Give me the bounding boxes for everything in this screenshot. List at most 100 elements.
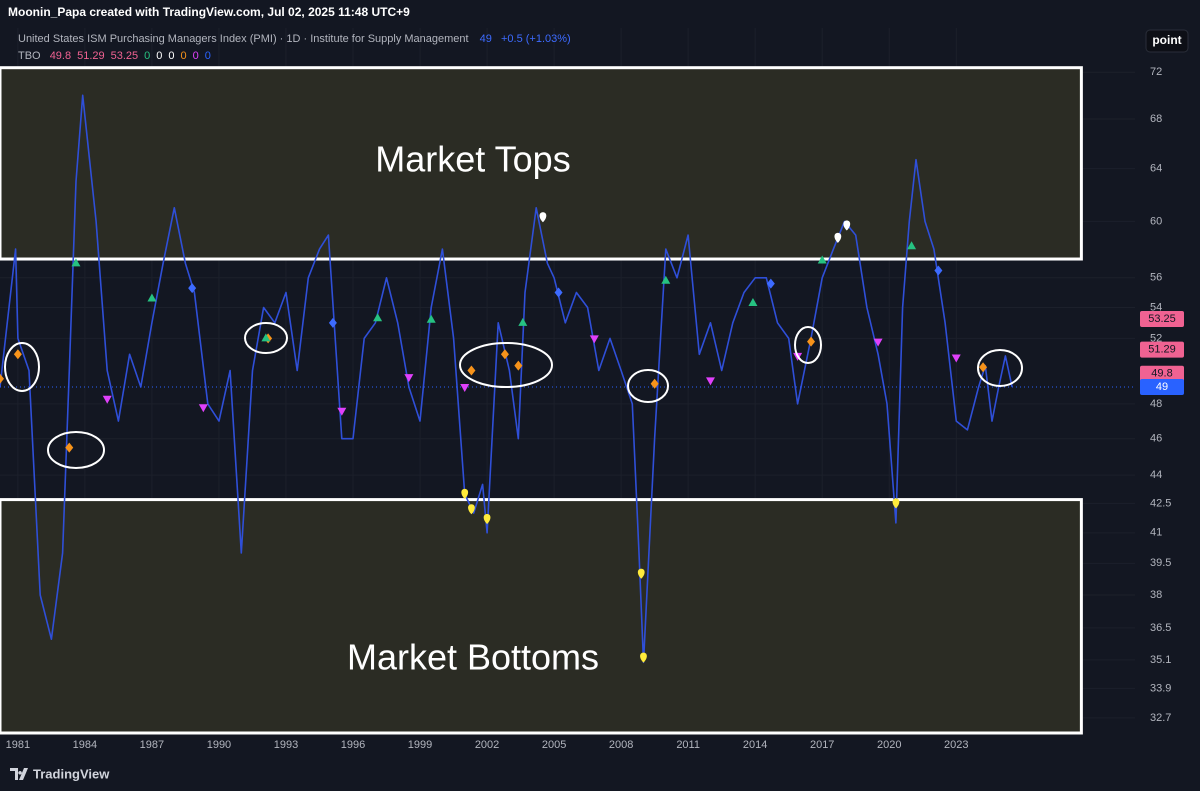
signal-marker	[979, 362, 988, 373]
circle	[4, 342, 40, 392]
y-tick-label: 36.5	[1150, 622, 1171, 634]
zone-label: Market Tops	[375, 139, 570, 180]
signal-marker	[198, 404, 208, 413]
y-tick-label: 42.5	[1150, 497, 1171, 509]
footer-logo: TradingView	[10, 766, 110, 781]
signal-marker	[500, 349, 509, 360]
indicator-value: 0	[156, 50, 162, 62]
indicator-value: 0	[144, 50, 150, 62]
signal-marker	[640, 652, 647, 663]
point-button[interactable]: point	[1145, 29, 1189, 53]
signal-marker	[843, 220, 851, 231]
signal-marker	[637, 568, 645, 579]
signal-marker	[514, 360, 523, 371]
y-tick-label: 41	[1150, 527, 1162, 539]
y-tick-label: 38	[1150, 589, 1162, 601]
indicator-value: 0	[193, 50, 199, 62]
legend-main: United States ISM Purchasing Managers In…	[18, 33, 571, 45]
logo-icon	[10, 768, 28, 780]
y-tick-label: 68	[1150, 113, 1162, 125]
last-value: 49	[480, 33, 492, 45]
x-tick-label: 2008	[609, 739, 633, 751]
x-tick-label: 1990	[207, 739, 231, 751]
price-label-bg	[1140, 379, 1184, 396]
signal-marker	[873, 338, 883, 347]
signal-marker	[102, 395, 112, 404]
signal-marker	[467, 365, 476, 376]
signal-marker	[589, 335, 599, 344]
signal-marker	[650, 378, 659, 389]
button-bg[interactable]	[1145, 29, 1189, 53]
signal-marker	[817, 255, 827, 264]
circle	[459, 342, 553, 388]
signal-marker	[468, 504, 475, 515]
y-tick-label: 48	[1150, 398, 1162, 410]
y-tick-label: 60	[1150, 215, 1162, 227]
hand-drawn-circles	[4, 322, 1023, 469]
signal-marker	[934, 265, 943, 276]
signal-marker	[705, 377, 715, 386]
price-label: 49	[1156, 381, 1168, 393]
y-tick-label: 72	[1150, 66, 1162, 78]
signal-marker	[518, 317, 528, 326]
signal-marker	[261, 333, 271, 342]
indicator-value: 0	[168, 50, 174, 62]
signal-marker	[328, 317, 337, 328]
y-tick-label: 56	[1150, 272, 1162, 284]
y-tick-label: 46	[1150, 433, 1162, 445]
signal-marker	[807, 336, 816, 347]
circle	[47, 431, 105, 469]
signal-marker	[147, 293, 157, 302]
x-tick-label: 1987	[140, 739, 164, 751]
y-tick-label: 44	[1150, 469, 1162, 481]
y-tick-label: 64	[1150, 162, 1162, 174]
x-tick-label: 2020	[877, 739, 901, 751]
circle	[244, 322, 288, 354]
price-label: 53.25	[1148, 313, 1176, 325]
x-tick-label: 2002	[475, 739, 499, 751]
signal-marker	[834, 232, 842, 243]
y-tick-label: 52	[1150, 332, 1162, 344]
signal-marker	[13, 349, 22, 360]
y-tick-label: 54	[1150, 301, 1162, 313]
x-tick-label: 1984	[73, 739, 97, 751]
signal-marker	[65, 442, 74, 453]
signal-marker	[483, 513, 491, 524]
series-name: United States ISM Purchasing Managers In…	[18, 33, 469, 45]
price-label-bg	[1140, 310, 1184, 327]
signal-marker	[554, 287, 563, 298]
indicator-value: 53.25	[111, 50, 139, 62]
price-label: 51.29	[1148, 344, 1176, 356]
indicator-value: 49.8	[50, 50, 71, 62]
signal-marker	[460, 384, 470, 393]
x-tick-label: 1981	[6, 739, 30, 751]
header: Moonin_Papa created with TradingView.com…	[8, 5, 410, 19]
signal-marker	[748, 298, 758, 307]
signal-marker	[71, 258, 81, 267]
price-label: 49.8	[1151, 368, 1172, 380]
indicator-value: 0	[205, 50, 211, 62]
x-tick-label: 2011	[676, 739, 700, 751]
signal-marker	[892, 498, 900, 509]
y-tick-label: 33.9	[1150, 682, 1171, 694]
circle	[794, 326, 822, 364]
signal-marker	[766, 278, 775, 289]
signal-marker	[661, 275, 671, 284]
x-tick-label: 2017	[810, 739, 834, 751]
signal-marker	[461, 488, 469, 499]
plot-area: 72 68 64 60 56 54 52 48 46 44 42.5 41 39.5 38 36.5 35.1…	[0, 28, 1171, 751]
x-tick-label: 2023	[944, 739, 968, 751]
signal-marker	[426, 314, 436, 323]
x-tick-label: 2005	[542, 739, 566, 751]
button-label[interactable]: point	[1152, 33, 1181, 47]
zone	[0, 498, 1083, 735]
y-tick-label: 35.1	[1150, 654, 1171, 666]
brand: TradingView	[33, 766, 110, 781]
y-tick-label: 32.7	[1150, 712, 1171, 724]
signal-marker	[907, 241, 917, 250]
signal-marker	[951, 354, 961, 363]
signal-marker	[188, 283, 197, 294]
price-label-bg	[1140, 341, 1184, 358]
circle	[627, 369, 669, 403]
